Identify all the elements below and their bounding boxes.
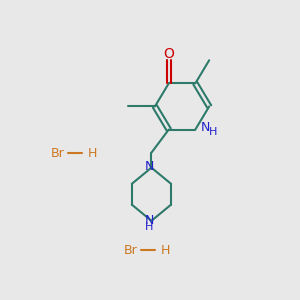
Text: H: H [161, 244, 170, 257]
Text: N: N [144, 160, 154, 173]
Text: N: N [201, 121, 211, 134]
Text: H: H [145, 222, 153, 232]
Text: O: O [163, 47, 174, 61]
Text: H: H [208, 127, 217, 137]
Text: Br: Br [124, 244, 137, 257]
Text: N: N [144, 214, 154, 227]
Text: H: H [88, 147, 97, 160]
Text: Br: Br [51, 147, 65, 160]
